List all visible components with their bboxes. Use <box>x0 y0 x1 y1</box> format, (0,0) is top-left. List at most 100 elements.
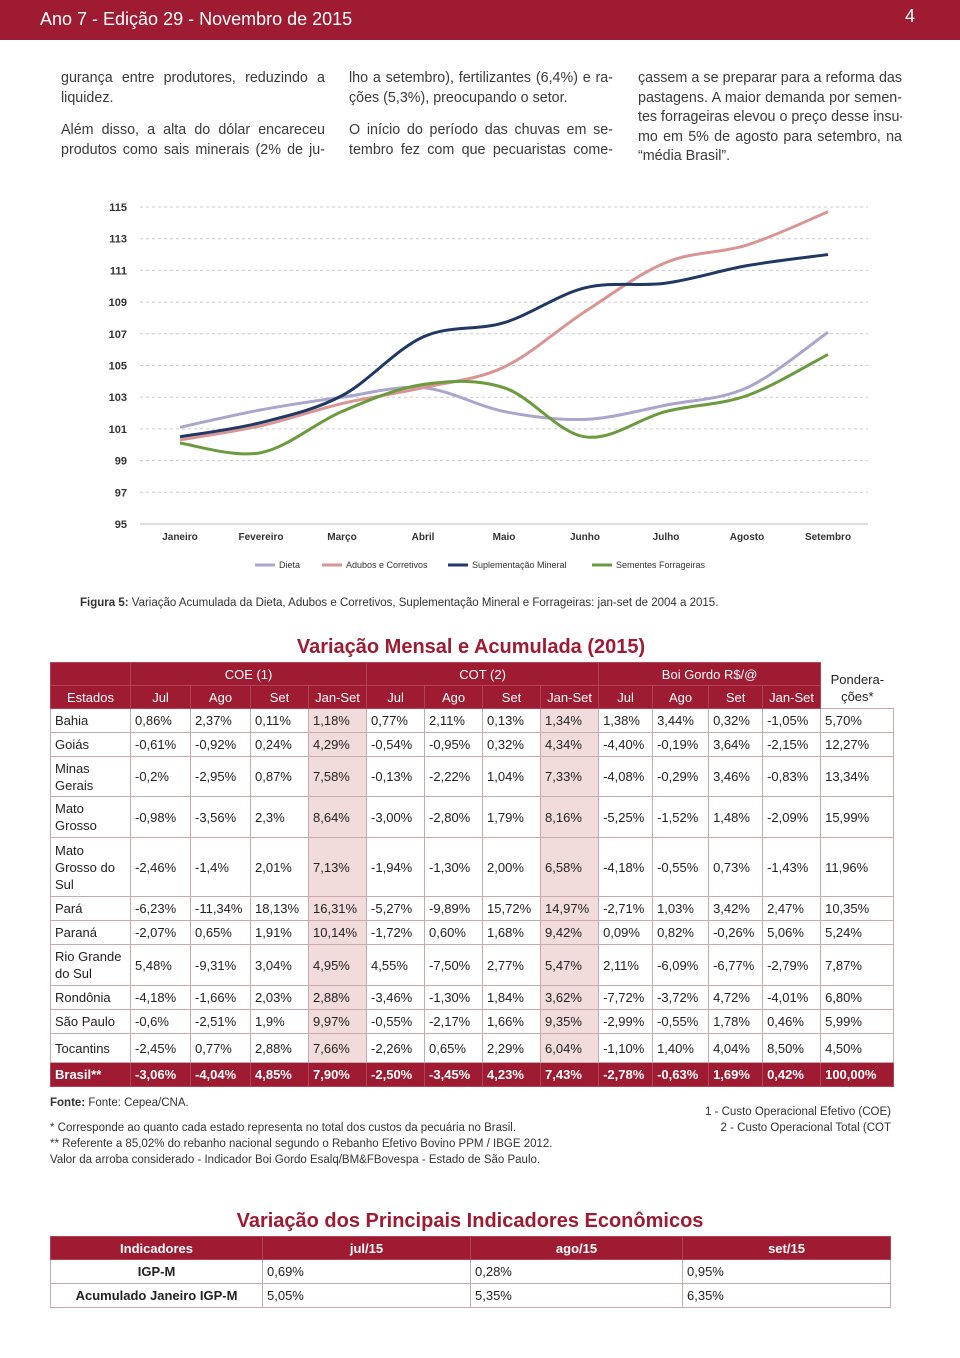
value-cell: 4,55% <box>366 944 426 986</box>
value-cell: 0,73% <box>708 837 764 897</box>
state-name: Paraná <box>50 920 131 945</box>
y-tick-label: 99 <box>115 456 127 468</box>
header-cell: jul/15 <box>262 1236 471 1260</box>
value-cell: 8,64% <box>307 796 368 838</box>
value-cell: -0,6% <box>130 1009 191 1034</box>
value-cell: -1,52% <box>652 796 710 838</box>
table-row: Mato Grosso -0,98% -3,56% 2,3% 8,64% -3,00% -2… <box>50 796 895 838</box>
weight-label: ções* <box>841 689 874 705</box>
text-line: Além disso, a alta do dólar encareceu <box>61 122 325 138</box>
value-cell: -1,4% <box>190 837 251 897</box>
x-tick-label: Julho <box>653 532 680 543</box>
value-cell: -0,98% <box>130 796 191 838</box>
weight-header: Pondera-ções* <box>821 663 894 709</box>
table-row: Paraná -2,07% 0,65% 1,91% 10,14% -1,72% 0,60% 1… <box>50 920 895 945</box>
y-tick-label: 101 <box>109 424 127 436</box>
y-tick-label: 115 <box>109 202 127 214</box>
value-cell: 3,42% <box>708 896 764 921</box>
value-cell: 5,48% <box>130 944 191 986</box>
value-cell: -5,25% <box>598 796 654 838</box>
value-cell: -1,43% <box>762 837 822 897</box>
value-cell: -0,55% <box>652 837 710 897</box>
y-tick-label: 97 <box>115 487 127 499</box>
y-tick-label: 113 <box>109 234 127 246</box>
period-header: Jul <box>366 685 426 709</box>
series-line <box>179 210 829 442</box>
value-cell: -4,04% <box>190 1062 251 1087</box>
value-cell: 5,06% <box>762 920 822 945</box>
table-row: Acumulado Janeiro IGP-M 5,05% 5,35% 6,35% <box>50 1283 891 1308</box>
x-tick-label: Abril <box>412 532 435 543</box>
period-header: Ago <box>190 685 251 709</box>
value-cell: 5,47% <box>540 944 600 986</box>
source-label: Fonte: <box>50 1097 86 1109</box>
value-cell: 5,05% <box>262 1283 471 1308</box>
value-cell: 100,00% <box>820 1062 895 1087</box>
text-column: çassem a se preparar para a reforma das p… <box>638 69 902 180</box>
text-line: O início do período das chuvas em se- <box>349 122 613 138</box>
value-cell: -3,56% <box>190 796 251 838</box>
table-row: Bahia 0,86% 2,37% 0,11% 1,18% 0,77% 2,11% 0,13%… <box>50 708 895 733</box>
value-cell: -7,50% <box>424 944 484 986</box>
period-header: Ago <box>652 685 710 709</box>
text-column: gurança entre produtores, reduzindo a liq… <box>61 69 325 173</box>
value-cell: -0,19% <box>652 732 710 757</box>
table-row: Brasil** -3,06% -4,04% 4,85% 7,90% -2,50% -3,4… <box>50 1062 895 1087</box>
estados-header: Estados <box>50 685 131 709</box>
value-cell: 13,34% <box>820 756 895 797</box>
value-cell: 7,33% <box>540 756 600 797</box>
group-header: COT (2) <box>366 662 600 686</box>
series-line <box>179 253 829 439</box>
figure-caption: Figura 5: Variação Acumulada da Dieta, A… <box>80 597 718 609</box>
value-cell: -1,30% <box>424 985 484 1010</box>
value-cell: -4,01% <box>762 985 822 1010</box>
value-cell: -4,18% <box>130 985 191 1010</box>
value-cell: 4,29% <box>307 732 368 757</box>
table-title: Variação Mensal e Acumulada (2015) <box>296 636 646 658</box>
value-cell: 16,31% <box>307 896 368 921</box>
period-header: Set <box>250 685 309 709</box>
table-row: Goiás -0,61% -0,92% 0,24% 4,29% -0,54% -0,95% 0… <box>50 732 895 757</box>
value-cell: 6,58% <box>540 837 600 897</box>
value-cell: 1,18% <box>307 708 368 733</box>
value-cell: -0,63% <box>652 1062 710 1087</box>
value-cell: -3,72% <box>652 985 710 1010</box>
value-cell: -0,2% <box>130 756 191 797</box>
value-cell: -2,26% <box>366 1033 426 1063</box>
value-cell: -1,94% <box>366 837 426 897</box>
x-tick-label: Agosto <box>730 532 764 543</box>
value-cell: -0,55% <box>652 1009 710 1034</box>
value-cell: 1,69% <box>708 1062 764 1087</box>
x-tick-label: Junho <box>570 532 600 543</box>
indicator-table: Indicadores jul/15 ago/15 set/15 IGP-M 0,69% 0… <box>50 1236 891 1308</box>
value-cell: 5,99% <box>820 1009 895 1034</box>
value-cell: -2,79% <box>762 944 822 986</box>
text-line: ções (5,3%), preocupando o setor. <box>349 89 568 106</box>
value-cell: -2,09% <box>762 796 822 838</box>
value-cell: 15,99% <box>820 796 895 838</box>
state-table: COE (1) COT (2) Boi Gordo R$/@ Pondera-ções… <box>50 662 895 1087</box>
period-header: Jul <box>598 685 654 709</box>
value-cell: 2,11% <box>424 708 484 733</box>
value-cell: -4,18% <box>598 837 654 897</box>
y-tick-label: 105 <box>109 361 127 373</box>
legend-label: Dieta <box>279 560 300 570</box>
value-cell: 2,3% <box>250 796 309 838</box>
value-cell: -2,15% <box>762 732 822 757</box>
value-cell: 0,13% <box>482 708 542 733</box>
value-cell: 9,97% <box>307 1009 368 1034</box>
value-cell: 6,35% <box>682 1283 891 1308</box>
table-row: Tocantins -2,45% 0,77% 2,88% 7,66% -2,26% 0,65… <box>50 1033 895 1063</box>
legend-note: 2 - Custo Operacional Total (COT <box>720 1122 891 1134</box>
value-cell: 0,86% <box>130 708 191 733</box>
value-cell: 0,65% <box>424 1033 484 1063</box>
legend-label: Sementes Forrageiras <box>616 560 706 570</box>
state-name: Bahia <box>50 708 131 733</box>
value-cell: -3,45% <box>424 1062 484 1087</box>
value-cell: -2,46% <box>130 837 191 897</box>
value-cell: -0,13% <box>366 756 426 797</box>
series-line <box>179 330 829 429</box>
value-cell: 18,13% <box>250 896 309 921</box>
state-name: Rio Grande do Sul <box>50 944 131 986</box>
